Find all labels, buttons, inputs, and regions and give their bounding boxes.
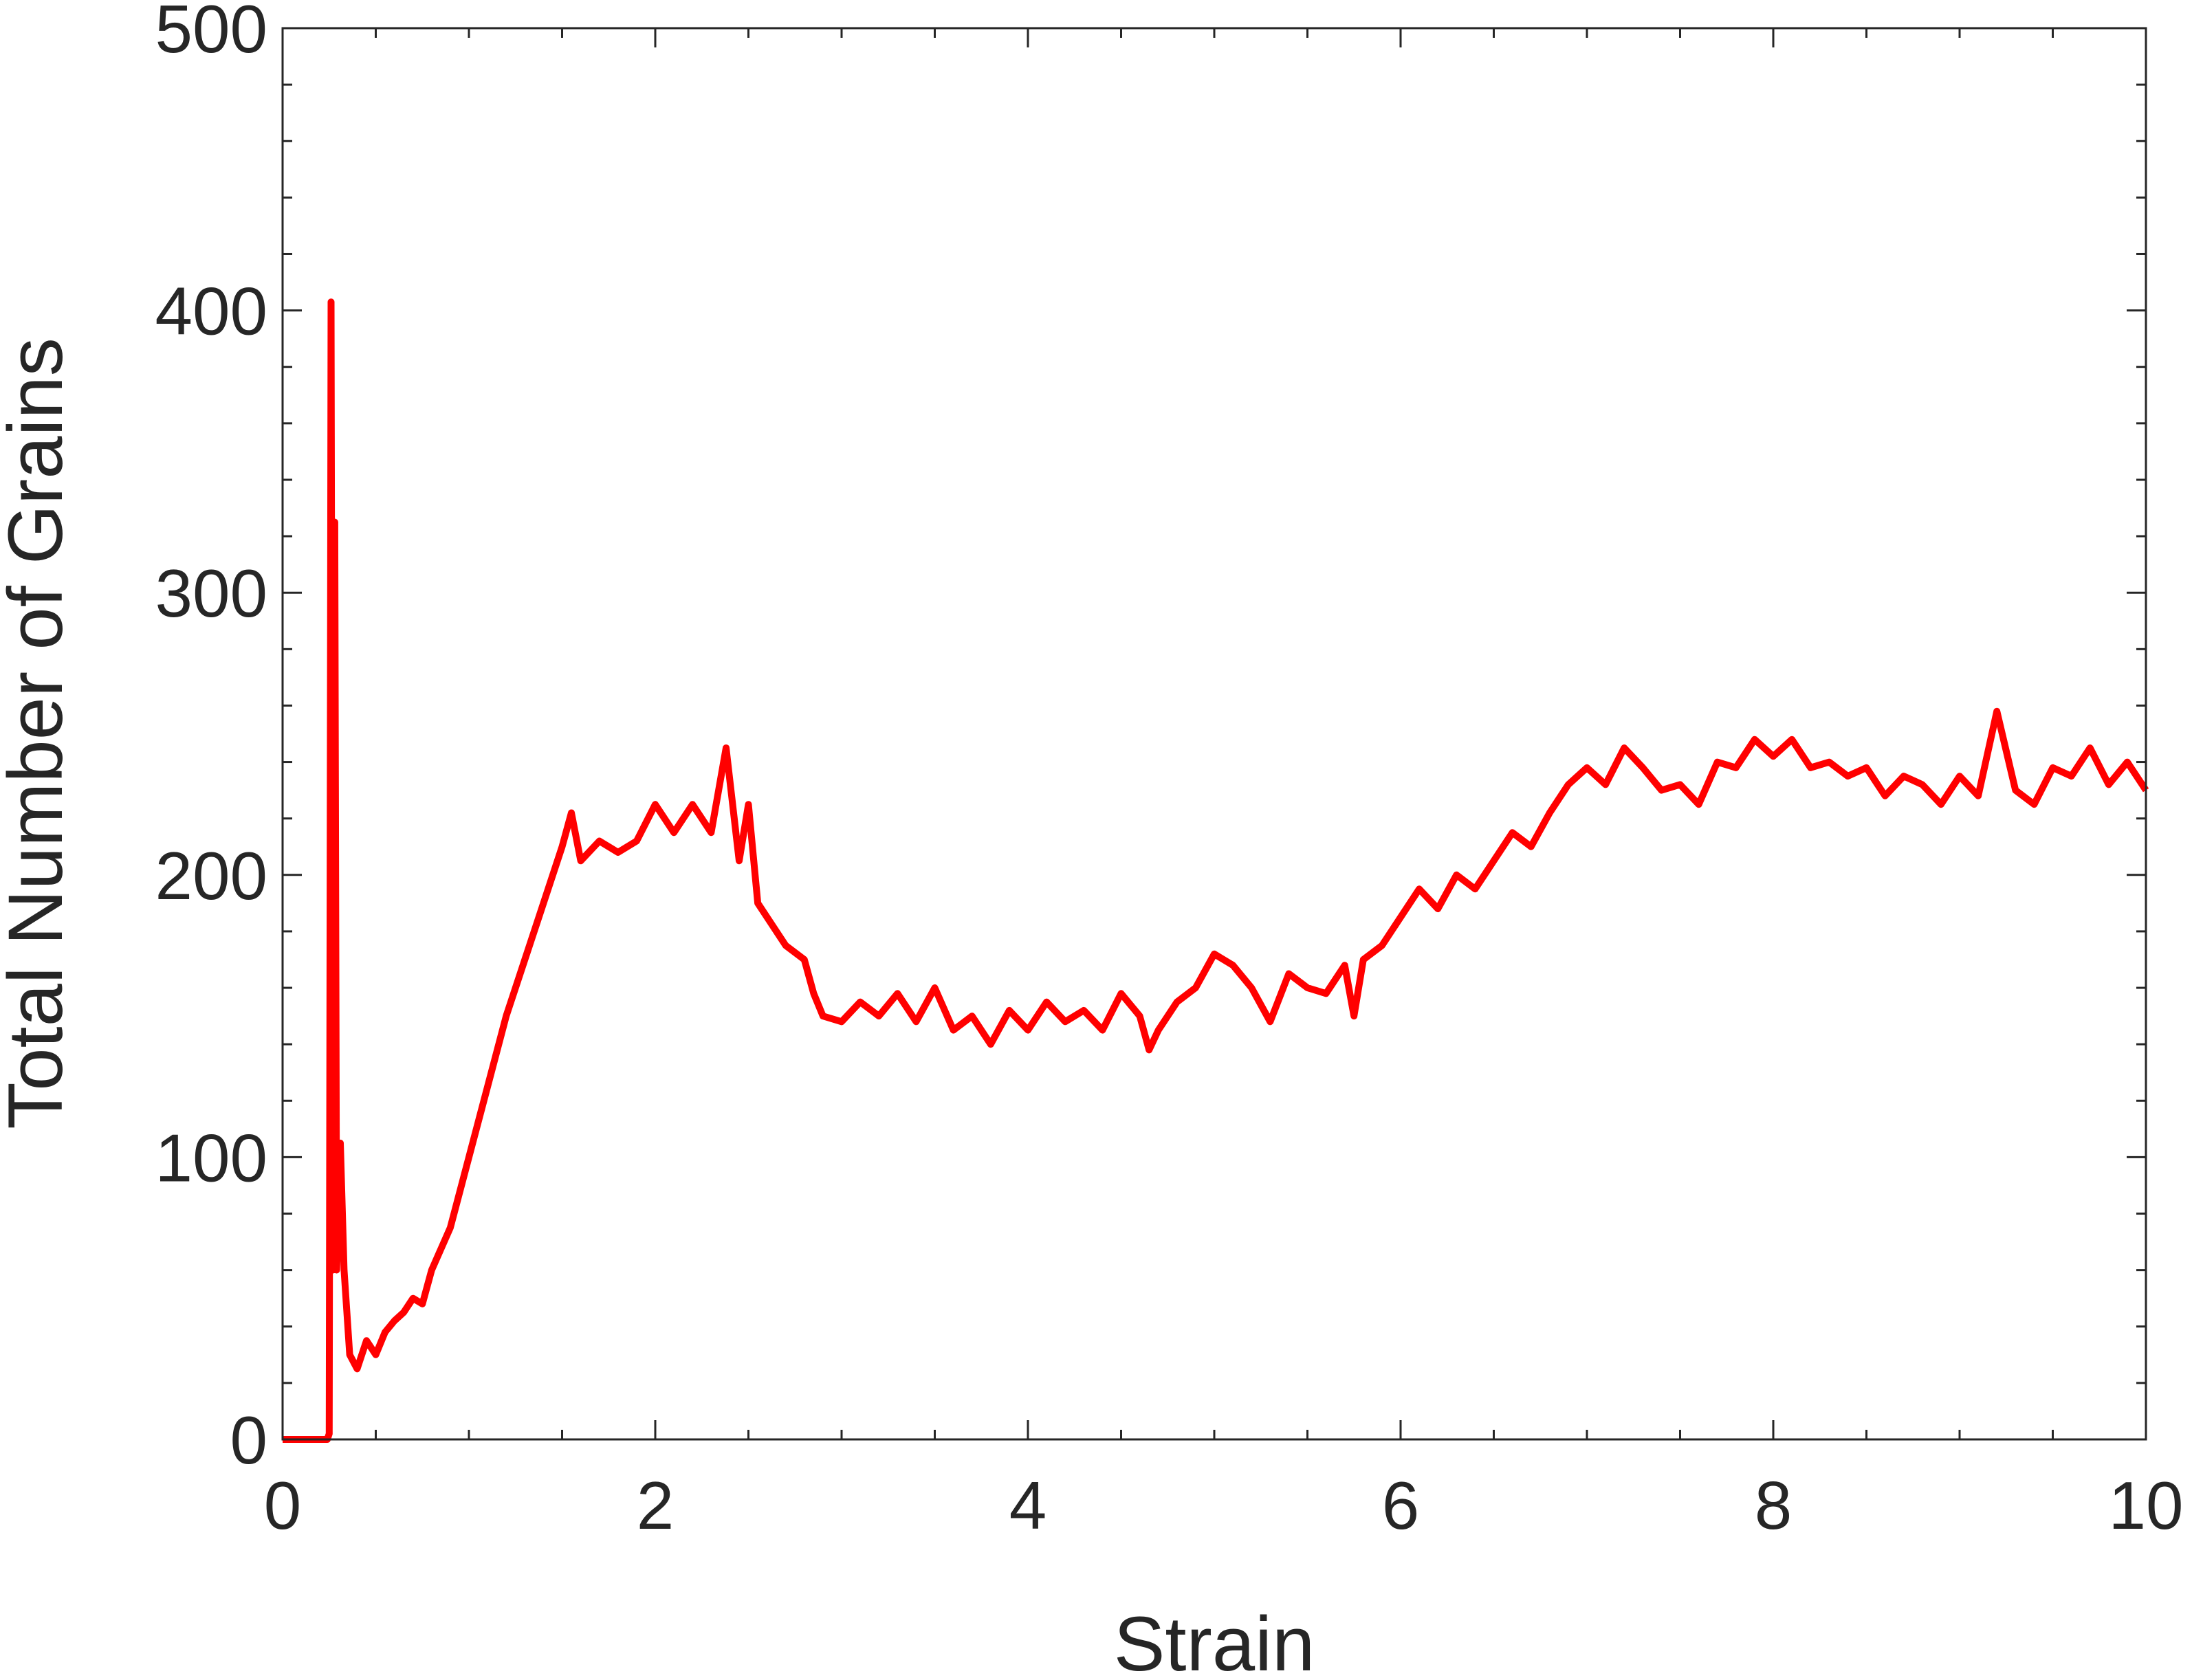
x-tick-label: 8 bbox=[1755, 1468, 1793, 1543]
y-tick-label: 100 bbox=[155, 1120, 267, 1195]
x-tick-label: 6 bbox=[1382, 1468, 1420, 1543]
x-tick-label: 0 bbox=[264, 1468, 302, 1543]
y-tick-label: 0 bbox=[230, 1402, 267, 1478]
plot-frame bbox=[281, 27, 2147, 1441]
x-tick-label: 2 bbox=[637, 1468, 675, 1543]
x-tick-label: 4 bbox=[1009, 1468, 1047, 1543]
x-tick-label: 10 bbox=[2108, 1468, 2183, 1543]
y-tick-label: 400 bbox=[155, 274, 267, 349]
data-line bbox=[283, 298, 2149, 1443]
y-axis-label: Total Number of Grains bbox=[0, 338, 78, 1129]
y-tick-label: 300 bbox=[155, 555, 267, 631]
y-tick-label: 500 bbox=[155, 0, 267, 67]
x-axis-label: Strain bbox=[1114, 1601, 1315, 1680]
y-tick-label: 200 bbox=[155, 838, 267, 914]
